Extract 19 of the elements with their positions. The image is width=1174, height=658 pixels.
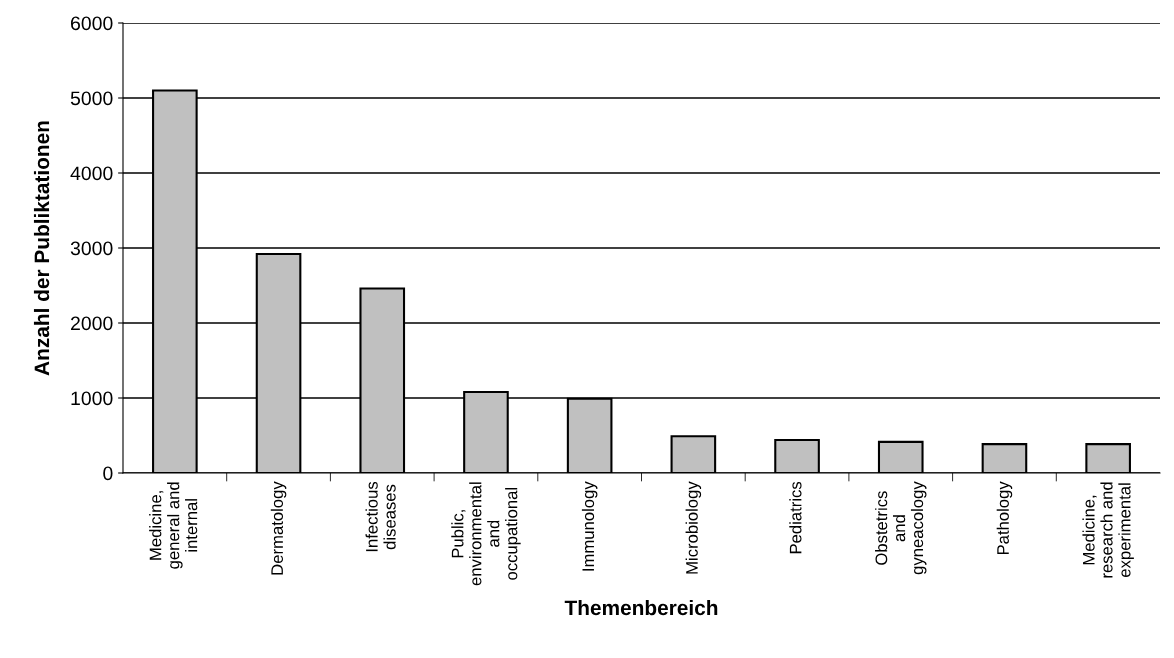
x-axis-title: Themenbereich (564, 599, 718, 616)
y-axis-title: Anzahl der Publiktationen (33, 121, 50, 376)
x-tick-label: Dermatology (270, 481, 287, 575)
y-tick-label: 2000 (71, 316, 113, 331)
x-tick-label: Immunology (581, 481, 598, 571)
x-tick-label: Microbiology (685, 481, 702, 574)
x-tick-label: Infectious diseases (365, 481, 396, 552)
x-tick-label: Medicine, research and experimental (1082, 482, 1134, 578)
y-tick-label: 4000 (70, 166, 113, 181)
x-tick-label: Public, environmental and occupational (451, 482, 521, 586)
y-tick-label: 0 (103, 466, 113, 481)
x-tick-label: Pathology (996, 481, 1013, 555)
x-tick-label: Obstetrics and gyneacology (875, 481, 927, 575)
y-tick-label: 6000 (71, 16, 113, 31)
y-tick-label: 5000 (70, 91, 113, 106)
x-tick-label: Medicine, general and internal (149, 482, 198, 569)
y-tick-label: 3000 (70, 241, 113, 256)
x-tick-label: Pediatrics (789, 481, 802, 554)
y-tick-label: 1000 (71, 391, 113, 406)
